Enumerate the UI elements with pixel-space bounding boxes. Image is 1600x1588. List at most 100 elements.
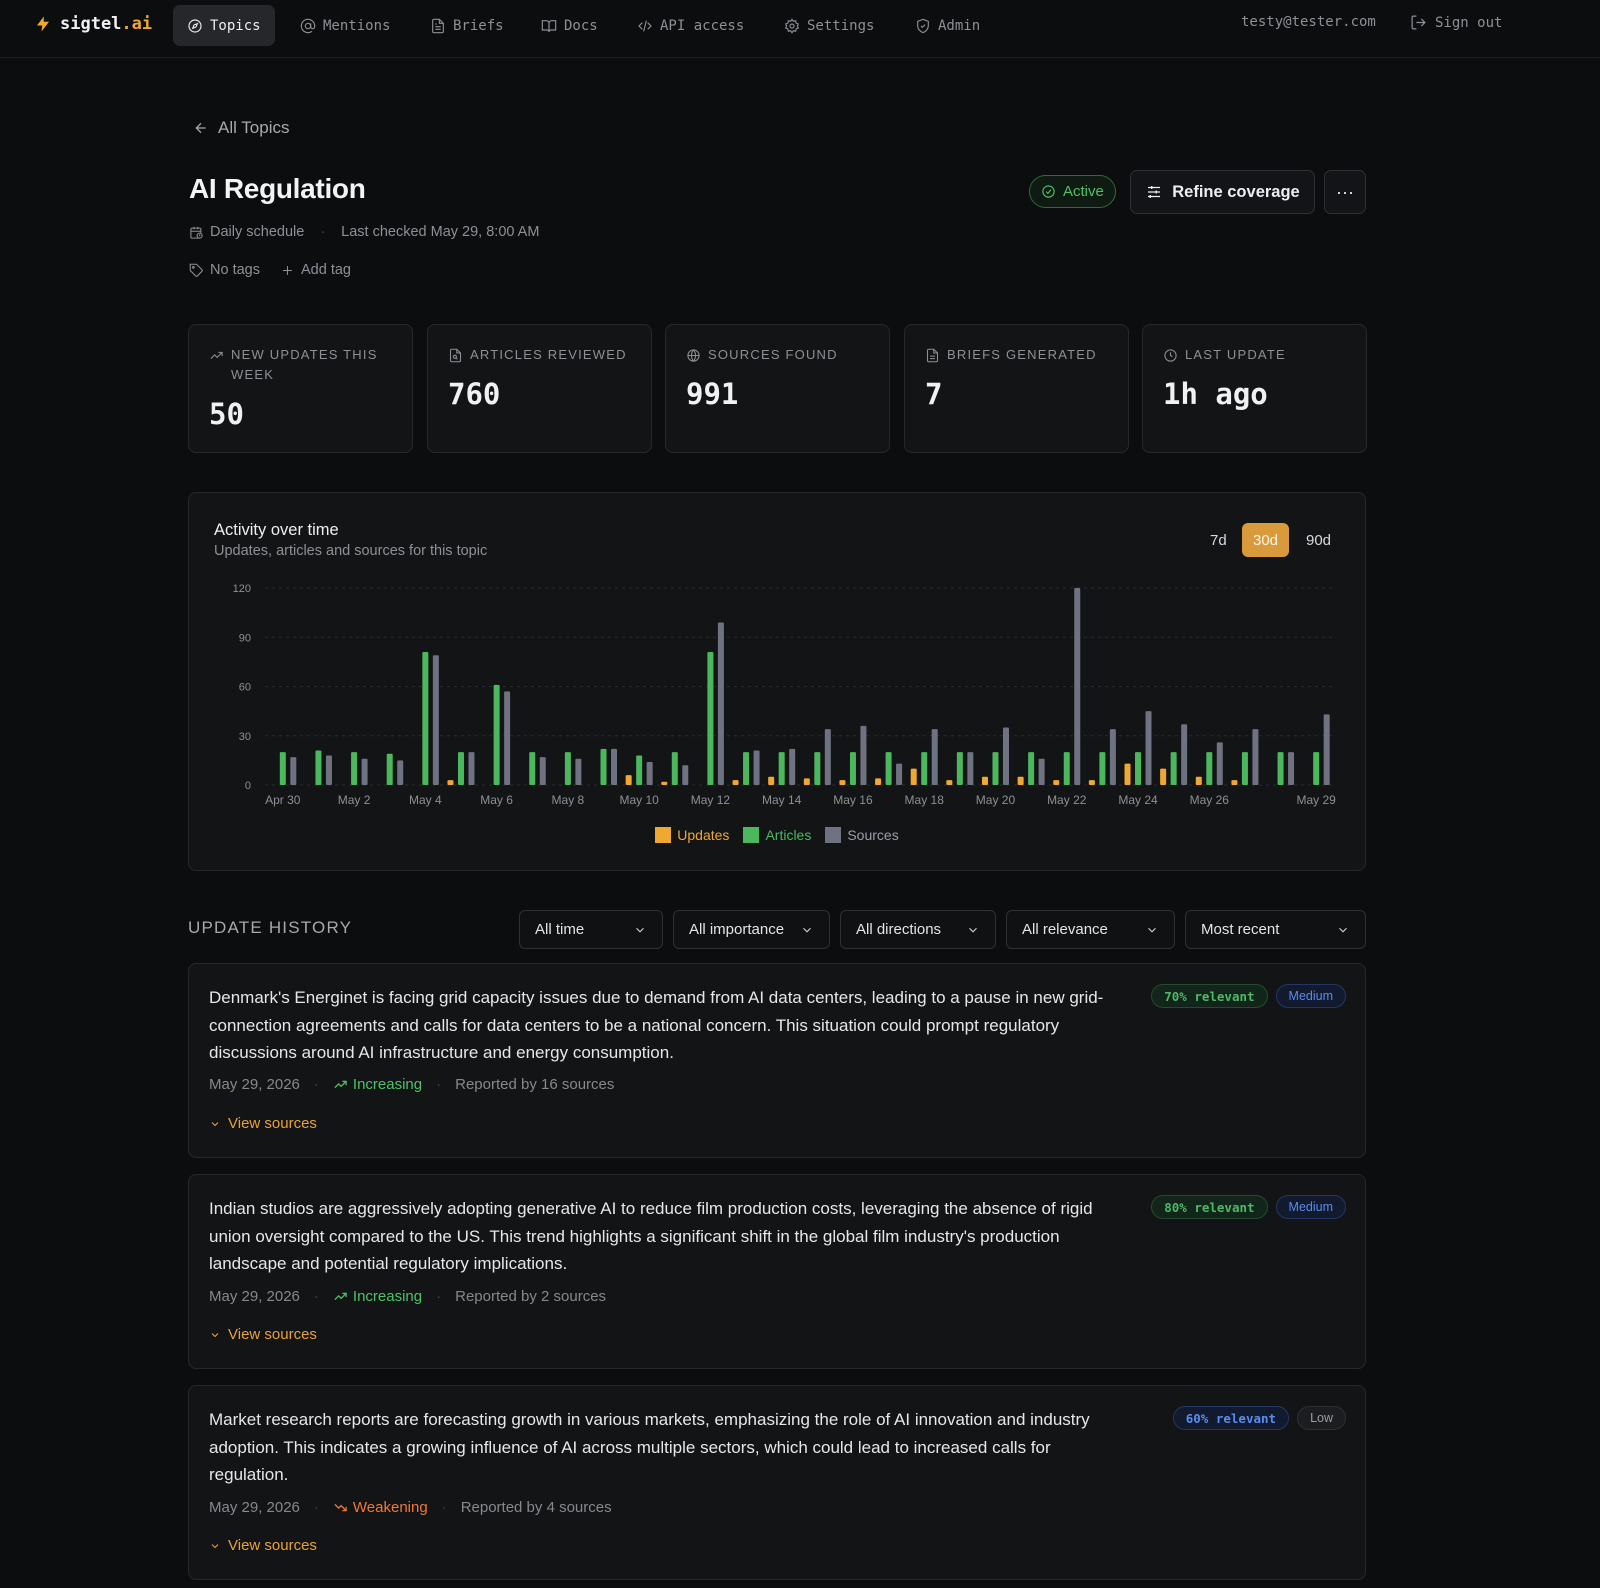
chevron-down-icon — [803, 927, 811, 933]
filter-importance-select[interactable]: All importance — [673, 910, 830, 949]
filter-direction-select[interactable]: All directions — [840, 910, 996, 949]
brand-logo[interactable]: sigtel.ai — [34, 13, 152, 35]
bar-articles — [1277, 752, 1284, 785]
update-text: Market research reports are forecasting … — [209, 1410, 1090, 1484]
x-tick-label: May 29 — [1297, 793, 1337, 807]
file-search-icon — [449, 348, 462, 363]
meta-separator: · — [441, 1499, 447, 1516]
legend-swatch — [825, 827, 842, 843]
chevron-down-icon — [1148, 927, 1156, 933]
importance-badge: Low — [1297, 1406, 1346, 1430]
bar-updates — [1195, 776, 1202, 785]
bar-sources — [325, 755, 332, 785]
bar-articles — [422, 652, 429, 785]
no-tags-label: No tags — [210, 262, 260, 278]
back-to-topics-link[interactable]: All Topics — [193, 118, 290, 138]
bar-updates — [1160, 768, 1167, 785]
nav-item-admin[interactable]: Admin — [901, 5, 994, 46]
bar-sources — [717, 622, 724, 785]
nav-item-mentions[interactable]: Mentions — [286, 5, 404, 46]
bar-articles — [279, 752, 286, 785]
sort-select[interactable]: Most recent — [1185, 910, 1366, 949]
direction-indicator: Increasing — [333, 1076, 422, 1093]
bar-sources — [1181, 724, 1188, 785]
x-tick-label: May 22 — [1047, 793, 1087, 807]
bar-updates — [1017, 776, 1024, 785]
stat-label: Last update — [1185, 347, 1286, 362]
refine-coverage-button[interactable]: Refine coverage — [1130, 170, 1315, 214]
brand-suffix: .ai — [121, 14, 153, 34]
range-90d-button[interactable]: 90d — [1306, 531, 1332, 549]
legend-item-sources: Sources — [825, 827, 899, 843]
stat-value: 7 — [925, 377, 943, 411]
bar-updates — [803, 778, 810, 785]
bar-articles — [849, 752, 856, 785]
shield-icon — [917, 18, 929, 33]
bar-articles — [351, 752, 358, 785]
bar-sources — [824, 729, 831, 785]
filter-relevance-select[interactable]: All relevance — [1006, 910, 1175, 949]
nav-item-api-access[interactable]: API access — [623, 5, 758, 46]
update-card: Market research reports are forecasting … — [188, 1385, 1366, 1580]
meta-separator: · — [320, 224, 326, 240]
sign-out-button[interactable]: Sign out — [1410, 14, 1502, 31]
bar-updates — [1088, 780, 1095, 785]
bar-sources — [1038, 758, 1045, 785]
globe-icon — [687, 349, 700, 362]
bar-sources — [504, 691, 511, 785]
view-sources-toggle[interactable]: View sources — [209, 1326, 317, 1343]
legend-item-articles: Articles — [743, 827, 811, 843]
schedule-label: Daily schedule — [210, 224, 305, 240]
direction-label: Weakening — [352, 1499, 428, 1516]
bar-sources — [967, 752, 974, 785]
range-7d-button[interactable]: 7d — [1210, 531, 1227, 549]
page-title: AI Regulation — [189, 173, 366, 204]
bar-sources — [397, 760, 404, 785]
legend-label: Updates — [677, 827, 730, 843]
legend-label: Articles — [765, 827, 812, 843]
nav-item-docs[interactable]: Docs — [527, 5, 612, 46]
nav-item-briefs[interactable]: Briefs — [416, 5, 518, 46]
direction-indicator: Weakening — [333, 1499, 428, 1516]
bar-articles — [600, 748, 607, 785]
range-30d-button[interactable]: 30d — [1242, 523, 1290, 557]
bar-updates — [768, 776, 775, 785]
chevron-down-icon — [211, 1332, 219, 1337]
filter-time-select[interactable]: All time — [519, 910, 663, 949]
x-tick-label: May 4 — [409, 793, 442, 807]
chevron-down-icon — [211, 1121, 219, 1126]
filter-value: All time — [535, 921, 585, 938]
y-tick-label: 90 — [239, 632, 251, 644]
stat-label-row: Briefs generated — [925, 345, 1108, 365]
calendar-clock-icon — [190, 226, 203, 239]
brand-name: sigtel — [60, 14, 122, 34]
tags-row: No tags Add tag — [189, 262, 351, 278]
trending-up-icon — [334, 1080, 347, 1089]
nav-label: API access — [660, 17, 745, 34]
importance-badge: Medium — [1275, 1195, 1346, 1219]
bar-sources — [575, 758, 582, 785]
bar-updates — [732, 780, 739, 785]
refine-label: Refine coverage — [1172, 182, 1300, 201]
bar-sources — [896, 763, 903, 785]
bar-articles — [636, 755, 643, 785]
meta-separator: · — [436, 1076, 442, 1093]
view-sources-toggle[interactable]: View sources — [209, 1115, 317, 1132]
bar-updates — [1231, 780, 1238, 785]
bar-sources — [1323, 714, 1330, 785]
source-count: Reported by 4 sources — [460, 1499, 612, 1516]
trending-up-icon — [334, 1292, 347, 1301]
bar-articles — [315, 750, 322, 785]
nav-item-topics[interactable]: Topics — [173, 5, 275, 46]
bar-sources — [753, 750, 760, 785]
filter-value: All directions — [856, 921, 942, 938]
nav-label: Admin — [938, 17, 981, 34]
nav-item-settings[interactable]: Settings — [770, 5, 888, 46]
bar-sources — [539, 757, 546, 785]
view-sources-toggle[interactable]: View sources — [209, 1537, 317, 1554]
bar-articles — [814, 752, 821, 785]
add-tag-button[interactable]: Add tag — [280, 262, 351, 278]
more-icon: ··· — [1336, 181, 1354, 202]
bar-articles — [457, 752, 464, 785]
more-options-button[interactable]: ··· — [1324, 170, 1366, 214]
